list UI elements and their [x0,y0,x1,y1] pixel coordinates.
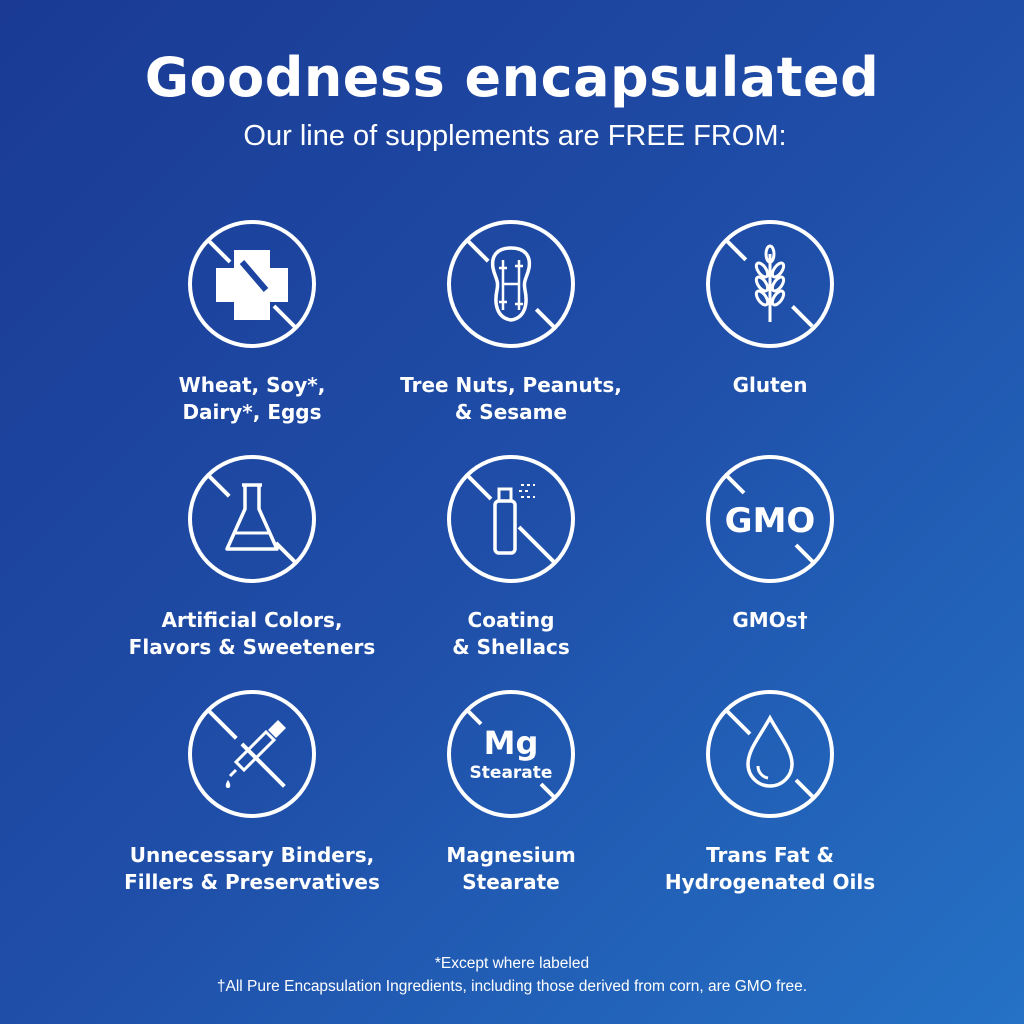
footnote-gmo: †All Pure Encapsulation Ingredients, inc… [216,978,808,995]
peanut-icon [447,220,575,348]
item-label: Tree Nuts, Peanuts, & Sesame [400,373,622,424]
footnote-except: *Except where labeled [434,955,590,972]
wheat-icon [706,220,834,348]
spray-can-icon [447,455,575,583]
item-label: GMOs† [732,608,808,632]
page-subtitle: Our line of supplements are FREE FROM: [243,120,787,152]
dropper-icon [188,690,316,818]
item-gmos: GMO GMOs† [620,453,920,634]
item-gluten: Gluten [620,218,920,399]
allergen-cross-fork-icon [188,220,316,348]
item-tree-nuts-peanuts-sesame: Tree Nuts, Peanuts, & Sesame [361,218,661,426]
page-title: Goodness encapsulated [144,46,880,109]
flask-icon [188,455,316,583]
gmo-icon-text: GMO [725,501,816,541]
item-label: Trans Fat & Hydrogenated Oils [664,843,876,894]
item-coating-shellacs: Coating & Shellacs [361,453,661,661]
item-binders-fillers: Unnecessary Binders, Fillers & Preservat… [102,688,402,896]
gmo-icon: GMO [706,455,834,583]
item-label: Unnecessary Binders, Fillers & Preservat… [124,843,380,894]
item-label: Magnesium Stearate [446,843,576,894]
item-magnesium-stearate: Mg Stearate Magnesium Stearate [361,688,661,896]
item-label: Coating & Shellacs [452,608,570,659]
mg-stearate-icon: Mg Stearate [447,690,575,818]
oil-drop-icon [706,690,834,818]
item-label: Artificial Colors, Flavors & Sweeteners [128,608,376,659]
mg-icon-text: Mg [484,724,539,762]
item-trans-fat: Trans Fat & Hydrogenated Oils [620,688,920,896]
stearate-icon-text: Stearate [470,763,553,783]
item-wheat-soy-dairy-eggs: Wheat, Soy*, Dairy*, Eggs [102,218,402,426]
item-label: Gluten [732,373,808,397]
item-artificial-colors: Artificial Colors, Flavors & Sweeteners [102,453,402,661]
item-label: Wheat, Soy*, Dairy*, Eggs [178,373,326,424]
